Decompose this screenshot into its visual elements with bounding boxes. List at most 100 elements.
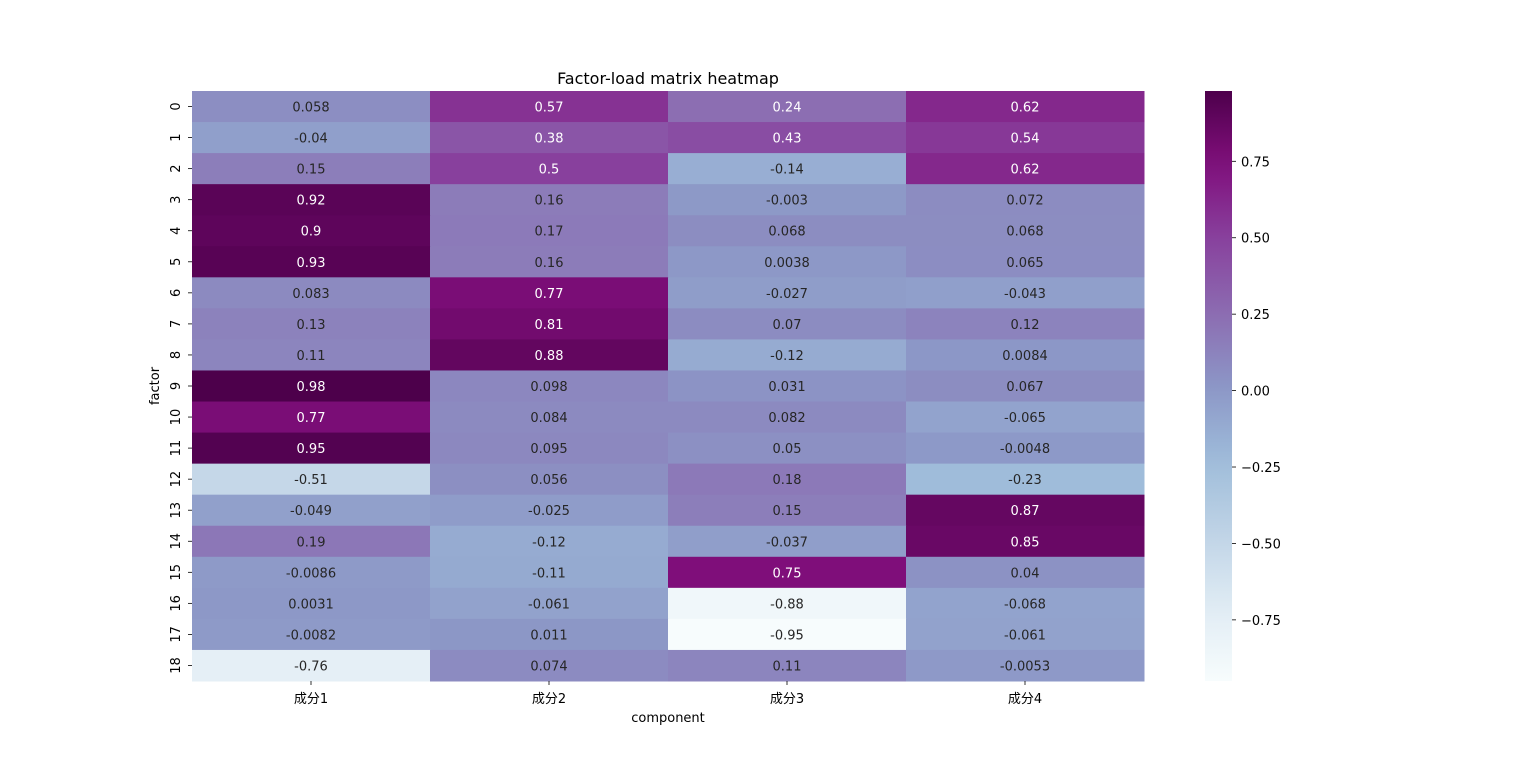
heatmap-cell — [668, 308, 907, 340]
y-tick-label: 11 — [169, 440, 184, 457]
cell-value-label: 0.19 — [297, 535, 326, 550]
cell-value-label: 0.16 — [535, 194, 564, 209]
heatmap-cell — [430, 215, 669, 247]
cell-value-label: -0.068 — [1004, 597, 1046, 612]
cell-value-label: 0.95 — [297, 442, 326, 457]
heatmap-cell — [668, 122, 907, 154]
x-tick-label: 成分4 — [1008, 692, 1042, 707]
colorbar-tick-label: 0.25 — [1241, 308, 1270, 323]
cell-value-label: -0.11 — [532, 566, 566, 581]
heatmap-cell — [192, 494, 431, 527]
heatmap-cell — [192, 618, 431, 651]
heatmap-cell — [430, 246, 669, 278]
cell-value-label: 0.18 — [773, 473, 802, 488]
y-tick-label: 17 — [169, 626, 184, 643]
cell-value-label: 0.5 — [539, 163, 560, 178]
y-tick-label: 4 — [169, 227, 184, 235]
y-tick-label: 16 — [169, 595, 184, 612]
heatmap-cell — [668, 153, 907, 185]
cell-value-label: 0.57 — [535, 101, 564, 116]
heatmap-cell — [906, 339, 1145, 371]
cell-value-label: 0.92 — [297, 194, 326, 209]
cell-value-label: 0.072 — [1006, 194, 1043, 209]
cell-value-label: -0.061 — [528, 597, 570, 612]
y-tick-label: 10 — [169, 409, 184, 426]
heatmap-cell — [668, 401, 907, 434]
cell-value-label: -0.0086 — [286, 566, 336, 581]
colorbar-tick-label: 0.50 — [1241, 232, 1270, 247]
colorbar — [1205, 91, 1232, 681]
cell-value-label: -0.065 — [1004, 411, 1046, 426]
heatmap-cell — [430, 370, 669, 403]
heatmap-cell — [906, 370, 1145, 403]
cell-value-label: 0.16 — [535, 256, 564, 271]
heatmap-cell — [668, 494, 907, 527]
heatmap-cell — [192, 556, 431, 589]
cell-value-label: 0.93 — [297, 256, 326, 271]
cell-value-label: 0.056 — [530, 473, 567, 488]
cell-value-label: -0.003 — [766, 194, 808, 209]
cell-value-label: 0.24 — [773, 101, 802, 116]
heatmap-cell — [430, 649, 669, 682]
cell-value-label: 0.065 — [1006, 256, 1043, 271]
cell-value-label: -0.12 — [770, 349, 804, 364]
cell-value-label: 0.11 — [297, 349, 326, 364]
heatmap-cell — [906, 122, 1145, 154]
cell-value-label: -0.037 — [766, 535, 808, 550]
heatmap-cell — [430, 525, 669, 558]
cell-value-label: 0.77 — [535, 287, 564, 302]
cell-value-label: -0.95 — [770, 628, 804, 643]
heatmap-cell — [906, 463, 1145, 496]
cell-value-label: 0.38 — [535, 132, 564, 147]
cell-value-label: -0.043 — [1004, 287, 1046, 302]
y-tick-label: 3 — [169, 196, 184, 204]
cell-value-label: 0.62 — [1011, 163, 1040, 178]
y-tick-label: 14 — [169, 533, 184, 550]
chart-title: Factor-load matrix heatmap — [557, 69, 779, 88]
heatmap-cell — [430, 91, 669, 123]
cell-value-label: 0.07 — [773, 318, 802, 333]
heatmap-cell — [906, 525, 1145, 558]
heatmap-cell — [192, 432, 431, 465]
cell-value-label: 0.75 — [773, 566, 802, 581]
y-tick-label: 7 — [169, 320, 184, 328]
heatmap-cell — [192, 525, 431, 558]
cell-value-label: 0.98 — [297, 380, 326, 395]
heatmap-cell — [906, 246, 1145, 278]
heatmap-cell — [668, 370, 907, 403]
x-tick-label: 成分3 — [770, 692, 804, 707]
cell-value-label: 0.81 — [535, 318, 564, 333]
x-axis-label: component — [631, 711, 705, 726]
heatmap-cell — [192, 339, 431, 371]
heatmap-cell — [906, 556, 1145, 589]
heatmap-cell — [906, 494, 1145, 527]
heatmap-cell — [192, 153, 431, 185]
heatmap-cell — [668, 525, 907, 558]
heatmap-cell — [668, 246, 907, 278]
cell-value-label: 0.095 — [530, 442, 567, 457]
heatmap-cell — [430, 339, 669, 371]
heatmap-cell — [906, 91, 1145, 123]
heatmap-cell — [430, 463, 669, 496]
cell-value-label: 0.05 — [773, 442, 802, 457]
cell-value-label: -0.76 — [294, 659, 328, 674]
y-tick-label: 18 — [169, 657, 184, 674]
cell-value-label: 0.068 — [1006, 225, 1043, 240]
heatmap-cell — [430, 618, 669, 651]
heatmap-cell — [668, 184, 907, 216]
heatmap-cell — [668, 556, 907, 589]
x-tick-label: 成分2 — [532, 692, 566, 707]
heatmap-cell — [668, 649, 907, 682]
heatmap-cell — [192, 370, 431, 403]
cell-value-label: 0.9 — [301, 225, 322, 240]
heatmap-cell — [430, 494, 669, 527]
colorbar-tick-label: −0.25 — [1241, 461, 1281, 476]
colorbar-tick-label: 0.00 — [1241, 385, 1270, 400]
heatmap-cell — [430, 153, 669, 185]
cell-value-label: 0.17 — [535, 225, 564, 240]
cell-value-label: 0.098 — [530, 380, 567, 395]
cell-value-label: -0.025 — [528, 504, 570, 519]
cell-value-label: -0.23 — [1008, 473, 1042, 488]
heatmap-cell — [906, 401, 1145, 434]
